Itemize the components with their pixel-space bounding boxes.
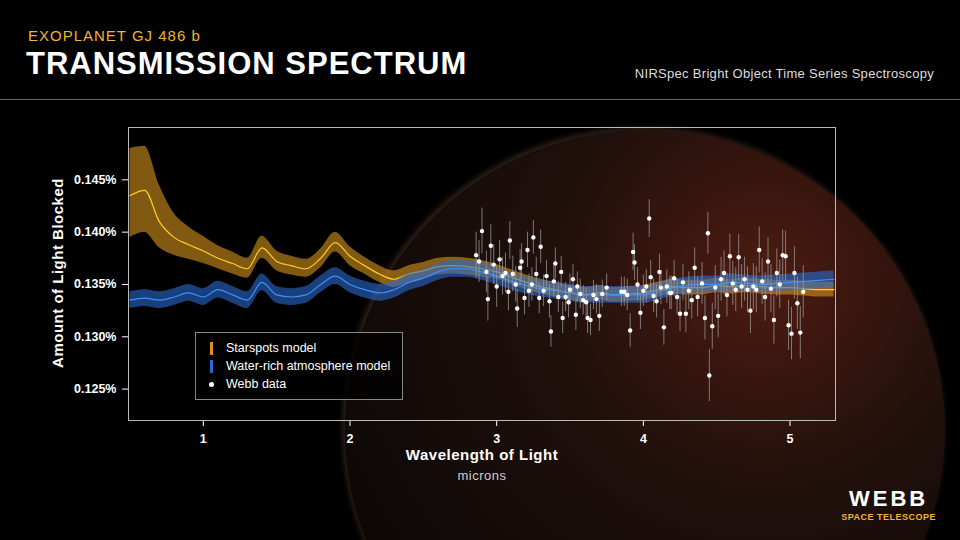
svg-text:0.145%: 0.145% (74, 173, 116, 187)
svg-text:1: 1 (200, 432, 207, 446)
html-text:Wavelength of Light: Wavelength of Light (405, 446, 559, 463)
svg-text:0.135%: 0.135% (74, 277, 116, 291)
svg-text:2: 2 (347, 432, 354, 446)
svg-text:0.125%: 0.125% (74, 382, 116, 396)
html-text:SPACE TELESCOPE: SPACE TELESCOPE (841, 512, 936, 522)
html-text:microns: microns (457, 468, 507, 483)
html-text:Webb data: Webb data (226, 377, 287, 391)
html-text:Amount of Light Blocked: Amount of Light Blocked (48, 178, 66, 368)
html-text:NIRSpec Bright Object Time Ser: NIRSpec Bright Object Time Series Spectr… (634, 66, 934, 81)
svg-text:0.130%: 0.130% (74, 330, 116, 344)
html-text:TRANSMISSION SPECTRUM: TRANSMISSION SPECTRUM (26, 46, 468, 81)
svg-text:5: 5 (787, 432, 794, 446)
html-text:Water-rich atmosphere model: Water-rich atmosphere model (226, 359, 391, 373)
html-text:WEBB: WEBB (849, 486, 929, 511)
html-text:Starspots model: Starspots model (226, 341, 317, 355)
svg-text:4: 4 (640, 432, 647, 446)
svg-text:3: 3 (493, 432, 500, 446)
svg-text:0.140%: 0.140% (74, 225, 116, 239)
html-text:EXOPLANET GJ 486 b: EXOPLANET GJ 486 b (28, 27, 201, 44)
